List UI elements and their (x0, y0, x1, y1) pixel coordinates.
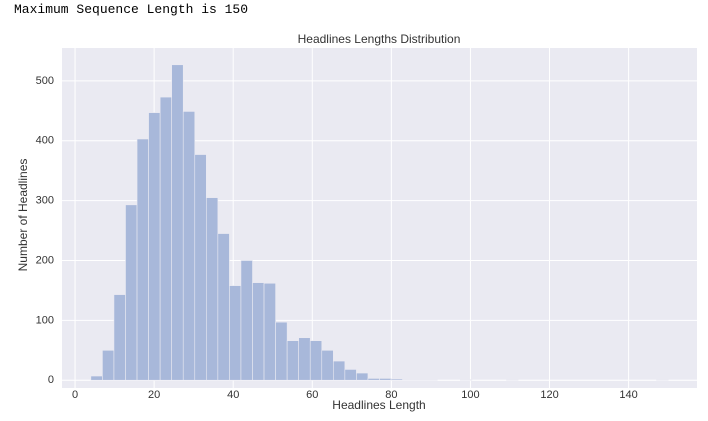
bar (656, 379, 669, 381)
bar (344, 369, 357, 381)
bar (286, 340, 299, 381)
x-tick-label: 20 (148, 389, 160, 401)
bar (240, 260, 253, 381)
bar (309, 340, 323, 381)
y-axis-label: Number of Headlines (16, 159, 30, 272)
bar (194, 154, 207, 381)
bar (298, 337, 311, 381)
bar (182, 111, 196, 381)
output-text: Maximum Sequence Length is 150 (14, 2, 249, 17)
bar (275, 321, 288, 381)
bar (252, 282, 265, 381)
x-tick-label: 80 (385, 389, 397, 401)
bar (379, 378, 392, 381)
chart-title: Headlines Lengths Distribution (298, 32, 461, 46)
bar (90, 375, 103, 381)
y-tick-label: 0 (48, 374, 54, 386)
bar (136, 138, 149, 381)
bar (171, 64, 184, 381)
bar (159, 96, 172, 381)
y-tick-label: 300 (36, 195, 54, 207)
x-tick-label: 100 (461, 389, 479, 401)
y-tick-label: 200 (36, 254, 54, 266)
bar (506, 379, 519, 381)
bar (125, 204, 138, 381)
x-tick-label: 40 (227, 389, 239, 401)
bar (413, 379, 426, 381)
bar (206, 197, 219, 381)
x-tick-label: 0 (72, 389, 78, 401)
bar (263, 282, 276, 381)
y-tick-label: 400 (36, 135, 54, 147)
bar (217, 233, 230, 381)
bar (333, 360, 346, 381)
bar (356, 372, 369, 381)
bar (113, 294, 126, 381)
bar (229, 285, 242, 381)
bar (390, 378, 403, 381)
bar (402, 379, 415, 381)
bar (425, 379, 438, 381)
x-tick-label: 60 (306, 389, 318, 401)
bar (321, 349, 334, 381)
x-axis-label: Headlines Length (332, 398, 425, 412)
x-tick-label: 120 (540, 389, 558, 401)
bar (367, 378, 380, 381)
y-tick-label: 100 (36, 314, 54, 326)
x-tick-label: 140 (619, 389, 637, 401)
bar (102, 349, 115, 381)
bar (148, 112, 161, 381)
bar (460, 379, 473, 381)
y-tick-label: 500 (36, 75, 54, 87)
